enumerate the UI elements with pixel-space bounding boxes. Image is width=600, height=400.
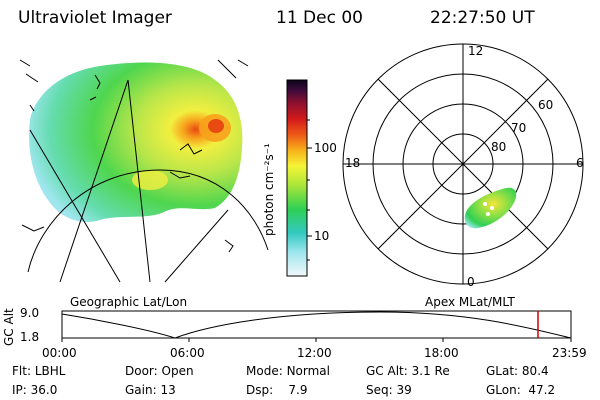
time-label: 22:27:50 UT bbox=[430, 8, 535, 28]
colorbar-unit-label: photon cm⁻²s⁻¹ bbox=[262, 143, 276, 236]
status-door: Door: Open bbox=[125, 364, 194, 378]
colorbar-tick-100: 100 bbox=[314, 141, 337, 155]
orbit-x-tick: 18:00 bbox=[424, 346, 459, 360]
lat-label-70: 70 bbox=[511, 121, 527, 135]
lat-label-60: 60 bbox=[538, 98, 554, 112]
orbit-y-tick-high: 9.0 bbox=[20, 306, 40, 320]
orbit-x-tick: 12:00 bbox=[297, 346, 332, 360]
coastlines bbox=[19, 59, 249, 253]
orbit-left-title: Geographic Lat/Lon bbox=[70, 295, 188, 309]
status-filter: Flt: LBHL bbox=[12, 364, 66, 378]
orbit-y-axis-label: GC Alt bbox=[2, 308, 16, 346]
colorbar-tick-10: 10 bbox=[314, 229, 330, 243]
mlt-label-0: 0 bbox=[467, 275, 475, 289]
status-gain: Gain: 13 bbox=[125, 383, 176, 397]
orbit-x-tick: 23:59 bbox=[552, 346, 587, 360]
date-label: 11 Dec 00 bbox=[276, 8, 363, 28]
instrument-title: Ultraviolet Imager bbox=[18, 8, 172, 28]
status-mode: Mode: Normal bbox=[246, 364, 330, 378]
status-seq: Seq: 39 bbox=[366, 383, 412, 397]
status-ip: IP: 36.0 bbox=[12, 383, 58, 397]
orbit-frame bbox=[61, 310, 572, 339]
mlt-label-6: 6 bbox=[576, 156, 584, 170]
polar-grid bbox=[342, 43, 584, 285]
geo-grid bbox=[27, 59, 269, 283]
polar-auroral-oval bbox=[464, 187, 517, 229]
status-glat: GLat: 80.4 bbox=[486, 364, 549, 378]
orbit-x-tick: 00:00 bbox=[42, 346, 77, 360]
orbit-y-tick-low: 1.8 bbox=[20, 330, 40, 344]
auroral-image bbox=[29, 62, 243, 222]
mlt-label-12: 12 bbox=[468, 44, 484, 58]
orbit-ticks bbox=[61, 338, 572, 342]
lat-label-80: 80 bbox=[491, 140, 507, 154]
orbit-altitude-curve bbox=[61, 311, 572, 339]
status-gc-alt: GC Alt: 3.1 Re bbox=[366, 364, 450, 378]
orbit-right-title: Apex MLat/MLT bbox=[425, 295, 515, 309]
colorbar bbox=[286, 79, 308, 277]
status-glon: GLon: 47.2 bbox=[486, 383, 556, 397]
colorbar-ticks bbox=[307, 119, 312, 261]
status-dsp: Dsp: 7.9 bbox=[246, 383, 308, 397]
mlt-label-18: 18 bbox=[345, 156, 361, 170]
orbit-x-tick: 06:00 bbox=[170, 346, 205, 360]
